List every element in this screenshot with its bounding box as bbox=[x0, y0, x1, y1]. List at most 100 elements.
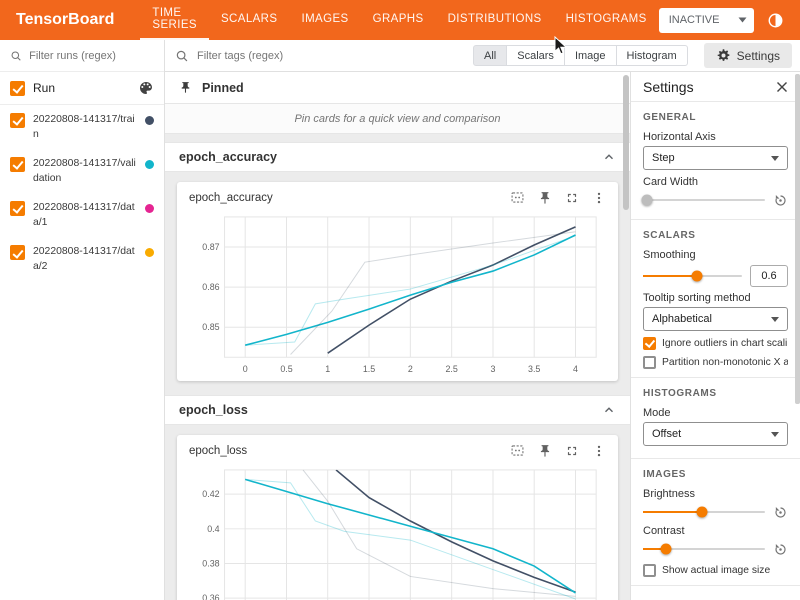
tab-graphs[interactable]: GRAPHS bbox=[361, 0, 436, 40]
run-name: 20220808-141317/data/2 bbox=[33, 245, 137, 274]
ignore-outliers-row[interactable]: Ignore outliers in chart scaling bbox=[643, 337, 788, 350]
chevron-up-icon[interactable] bbox=[602, 150, 616, 164]
brightness-slider[interactable] bbox=[643, 511, 765, 513]
runs-sidebar: Run 20220808-141317/train 20220808-14131… bbox=[0, 40, 165, 600]
smoothing-label: Smoothing bbox=[643, 249, 788, 261]
scalar-chart-epoch-accuracy[interactable]: 00.511.522.533.540.850.860.87 bbox=[185, 209, 610, 379]
fit-domain-icon[interactable] bbox=[510, 443, 525, 458]
section-heading: SCALARS bbox=[643, 230, 788, 241]
select-all-runs-checkbox[interactable] bbox=[10, 81, 25, 96]
tab-scalars[interactable]: SCALARS bbox=[209, 0, 290, 40]
settings-section-histograms: HISTOGRAMS Mode Offset bbox=[631, 378, 800, 459]
svg-text:0.85: 0.85 bbox=[202, 322, 219, 332]
app-title: TensorBoard bbox=[16, 11, 114, 29]
runs-filter bbox=[0, 40, 164, 72]
partition-x-row[interactable]: Partition non-monotonic X axis bbox=[643, 356, 788, 369]
histogram-mode-select[interactable]: Offset bbox=[643, 422, 788, 446]
runs-filter-input[interactable] bbox=[29, 50, 154, 62]
refresh-icon[interactable] bbox=[793, 8, 800, 33]
main-scrollbar[interactable] bbox=[623, 75, 629, 597]
scalar-chart-epoch-loss[interactable]: 00.511.522.533.540.360.380.40.42 bbox=[185, 462, 610, 600]
svg-text:1: 1 bbox=[325, 364, 330, 374]
chevron-down-icon bbox=[771, 156, 779, 161]
partition-x-checkbox[interactable] bbox=[643, 356, 656, 369]
histogram-mode-label: Mode bbox=[643, 407, 788, 419]
run-name: 20220808-141317/validation bbox=[33, 157, 137, 186]
run-checkbox[interactable] bbox=[10, 201, 25, 216]
close-icon[interactable] bbox=[776, 81, 788, 93]
scalar-card-epoch-accuracy: epoch_accuracy 00.511.522.533.540.850.86… bbox=[177, 182, 618, 381]
svg-text:0: 0 bbox=[243, 364, 248, 374]
run-color-dot bbox=[145, 116, 154, 125]
fit-domain-icon[interactable] bbox=[510, 190, 525, 205]
settings-section-images: IMAGES Brightness Contrast Show actual i… bbox=[631, 459, 800, 586]
section-heading: IMAGES bbox=[643, 469, 788, 480]
reload-status-select[interactable]: INACTIVE bbox=[659, 8, 754, 33]
fullscreen-icon[interactable] bbox=[565, 444, 579, 458]
run-row-data-1[interactable]: 20220808-141317/data/1 bbox=[0, 193, 164, 237]
run-row-train[interactable]: 20220808-141317/train bbox=[0, 105, 164, 149]
horizontal-axis-select[interactable]: Step bbox=[643, 146, 788, 170]
run-checkbox[interactable] bbox=[10, 113, 25, 128]
pin-card-icon[interactable] bbox=[538, 444, 552, 458]
more-options-icon[interactable] bbox=[592, 444, 606, 458]
card-width-label: Card Width bbox=[643, 176, 788, 188]
run-checkbox[interactable] bbox=[10, 245, 25, 260]
tooltip-sorting-label: Tooltip sorting method bbox=[643, 292, 788, 304]
fullscreen-icon[interactable] bbox=[565, 191, 579, 205]
svg-text:0.36: 0.36 bbox=[202, 593, 219, 600]
cards-area: Pinned Pin cards for a quick view and co… bbox=[165, 72, 630, 600]
palette-icon[interactable] bbox=[138, 80, 154, 96]
search-icon bbox=[175, 49, 189, 63]
reset-icon[interactable] bbox=[773, 542, 788, 557]
run-row-validation[interactable]: 20220808-141317/validation bbox=[0, 149, 164, 193]
app-header: TensorBoard TIME SERIES SCALARS IMAGES G… bbox=[0, 0, 800, 40]
partition-x-label: Partition non-monotonic X axis bbox=[662, 357, 788, 368]
run-row-data-2[interactable]: 20220808-141317/data/2 bbox=[0, 237, 164, 281]
svg-text:4: 4 bbox=[573, 364, 578, 374]
more-options-icon[interactable] bbox=[592, 191, 606, 205]
tab-histograms[interactable]: HISTOGRAMS bbox=[554, 0, 659, 40]
show-actual-size-checkbox[interactable] bbox=[643, 564, 656, 577]
contrast-slider[interactable] bbox=[643, 548, 765, 550]
svg-text:0.42: 0.42 bbox=[202, 489, 219, 499]
chevron-up-icon[interactable] bbox=[602, 403, 616, 417]
smoothing-slider[interactable] bbox=[643, 275, 742, 277]
section-epoch-accuracy[interactable]: epoch_accuracy bbox=[165, 142, 630, 172]
tag-filter-all[interactable]: All bbox=[473, 45, 507, 66]
run-color-dot bbox=[145, 204, 154, 213]
tag-filter-image[interactable]: Image bbox=[564, 45, 617, 66]
tag-filter-histogram[interactable]: Histogram bbox=[616, 45, 688, 66]
settings-button[interactable]: Settings bbox=[704, 43, 792, 68]
settings-button-label: Settings bbox=[737, 49, 780, 63]
svg-text:0.86: 0.86 bbox=[202, 282, 219, 292]
svg-text:3: 3 bbox=[491, 364, 496, 374]
tags-filter-input[interactable] bbox=[197, 50, 465, 62]
show-actual-size-row[interactable]: Show actual image size bbox=[643, 564, 788, 577]
tag-filter-scalars[interactable]: Scalars bbox=[506, 45, 565, 66]
reset-icon[interactable] bbox=[773, 505, 788, 520]
tab-distributions[interactable]: DISTRIBUTIONS bbox=[436, 0, 554, 40]
svg-text:2: 2 bbox=[408, 364, 413, 374]
reset-icon[interactable] bbox=[773, 193, 788, 208]
tooltip-sorting-select[interactable]: Alphabetical bbox=[643, 307, 788, 331]
tags-toolbar: All Scalars Image Histogram Settings bbox=[165, 40, 800, 72]
section-title: epoch_accuracy bbox=[179, 150, 277, 164]
run-checkbox[interactable] bbox=[10, 157, 25, 172]
pin-card-icon[interactable] bbox=[538, 191, 552, 205]
brightness-label: Brightness bbox=[643, 488, 788, 500]
section-title: epoch_loss bbox=[179, 403, 248, 417]
tab-time-series[interactable]: TIME SERIES bbox=[140, 0, 209, 40]
card-width-slider[interactable] bbox=[643, 199, 765, 201]
smoothing-value-input[interactable] bbox=[750, 265, 788, 287]
run-color-dot bbox=[145, 160, 154, 169]
card-title: epoch_accuracy bbox=[189, 192, 273, 204]
theme-toggle-icon[interactable] bbox=[763, 8, 788, 33]
settings-scrollbar[interactable] bbox=[795, 74, 800, 404]
tab-images[interactable]: IMAGES bbox=[289, 0, 360, 40]
ignore-outliers-checkbox[interactable] bbox=[643, 337, 656, 350]
pinned-title: Pinned bbox=[202, 81, 244, 95]
section-epoch-loss[interactable]: epoch_loss bbox=[165, 395, 630, 425]
horizontal-axis-value: Step bbox=[652, 152, 675, 164]
show-actual-size-label: Show actual image size bbox=[662, 565, 770, 576]
